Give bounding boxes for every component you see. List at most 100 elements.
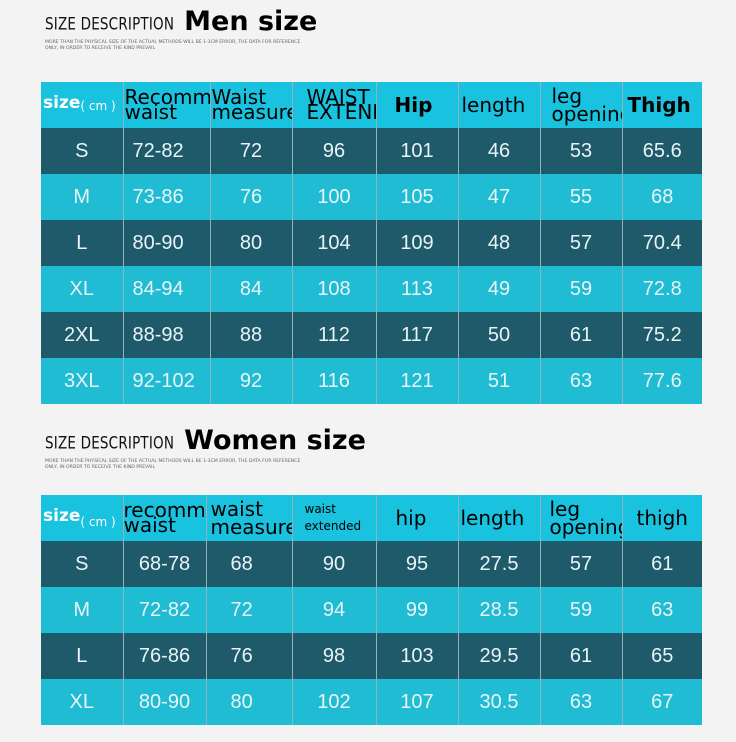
men-cell-recommended-waist: 80-90 — [123, 220, 211, 266]
women-row-xl: XL 80-90 80 102 107 30.5 63 67 — [41, 679, 702, 725]
men-cell-recommended-waist: 84-94 — [123, 266, 211, 312]
men-cell-length: 48 — [458, 220, 541, 266]
men-cell-waist-measurement: 88 — [210, 312, 293, 358]
men-cell-waist-extended: 96 — [292, 128, 377, 174]
men-cell-waist-extended: 100 — [292, 174, 377, 220]
women-cell-recommended-waist: 68-78 — [123, 541, 207, 587]
women-cell-thigh: 67 — [622, 679, 702, 725]
women-cell-size: S — [41, 541, 124, 587]
men-header-leg-opening: leg opening — [540, 82, 623, 128]
women-cell-length: 30.5 — [458, 679, 541, 725]
women-cell-waist-measurement: 76 — [206, 633, 293, 679]
women-note: MORE THAN THE PHYSICAL SIZE OF THE ACTUA… — [45, 459, 301, 470]
women-cell-waist-extended: 98 — [292, 633, 377, 679]
women-header-length: length — [458, 495, 541, 541]
men-cell-recommended-waist: 88-98 — [123, 312, 211, 358]
men-cell-hip: 101 — [376, 128, 459, 174]
women-cell-size: M — [41, 587, 124, 633]
men-cell-leg-opening: 57 — [540, 220, 623, 266]
men-cell-recommended-waist: 73-86 — [123, 174, 211, 220]
women-cell-waist-extended: 90 — [292, 541, 377, 587]
men-cell-thigh: 75.2 — [622, 312, 702, 358]
women-header-size: size( cm ) — [41, 495, 124, 541]
women-cell-waist-measurement: 72 — [206, 587, 293, 633]
women-header-thigh: thigh — [622, 495, 702, 541]
women-cell-leg-opening: 63 — [540, 679, 623, 725]
men-cell-waist-extended: 116 — [292, 358, 377, 404]
men-cell-waist-extended: 104 — [292, 220, 377, 266]
men-cell-waist-extended: 112 — [292, 312, 377, 358]
men-cell-size: XL — [41, 266, 124, 312]
men-cell-leg-opening: 55 — [540, 174, 623, 220]
men-cell-thigh: 65.6 — [622, 128, 702, 174]
women-row-m: M 72-82 72 94 99 28.5 59 63 — [41, 587, 702, 633]
women-row-s: S 68-78 68 90 95 27.5 57 61 — [41, 541, 702, 587]
men-header-size: size( cm ) — [41, 82, 124, 128]
men-cell-hip: 117 — [376, 312, 459, 358]
women-header-waist-measurement: waist measurement — [206, 495, 293, 541]
men-row-m: M 73-86 76 100 105 47 55 68 — [41, 174, 702, 220]
men-cell-recommended-waist: 92-102 — [123, 358, 211, 404]
men-cell-hip: 113 — [376, 266, 459, 312]
women-cell-thigh: 63 — [622, 587, 702, 633]
men-cell-leg-opening: 63 — [540, 358, 623, 404]
men-note: MORE THAN THE PHYSICAL SIZE OF THE ACTUA… — [45, 40, 301, 51]
men-header-waist-measurement: Waist measurement — [210, 82, 293, 128]
women-header-hip: hip — [376, 495, 459, 541]
men-row-3xl: 3XL 92-102 92 116 121 51 63 77.6 — [41, 358, 702, 404]
women-header-recommended-waist: recommended waist — [123, 495, 207, 541]
men-cell-waist-measurement: 80 — [210, 220, 293, 266]
women-cell-waist-measurement: 80 — [206, 679, 293, 725]
men-cell-leg-opening: 61 — [540, 312, 623, 358]
men-cell-hip: 105 — [376, 174, 459, 220]
men-row-xl: XL 84-94 84 108 113 49 59 72.8 — [41, 266, 702, 312]
men-cell-length: 50 — [458, 312, 541, 358]
women-cell-thigh: 61 — [622, 541, 702, 587]
men-header-hip: Hip — [376, 82, 459, 128]
women-header-waist-extended: waist extended — [292, 495, 377, 541]
men-cell-waist-measurement: 76 — [210, 174, 293, 220]
men-header-length: length — [458, 82, 541, 128]
women-cell-recommended-waist: 72-82 — [123, 587, 207, 633]
men-row-2xl: 2XL 88-98 88 112 117 50 61 75.2 — [41, 312, 702, 358]
men-cell-waist-measurement: 92 — [210, 358, 293, 404]
men-cell-thigh: 77.6 — [622, 358, 702, 404]
men-cell-length: 51 — [458, 358, 541, 404]
men-cell-size: L — [41, 220, 124, 266]
women-row-l: L 76-86 76 98 103 29.5 61 65 — [41, 633, 702, 679]
men-header-thigh: Thigh — [622, 82, 702, 128]
men-size-table: size( cm ) Recommended waist Waist measu… — [41, 82, 702, 404]
men-heading-title: Men size — [184, 6, 318, 37]
men-cell-size: 3XL — [41, 358, 124, 404]
men-header-recommended-waist: Recommended waist — [123, 82, 211, 128]
men-cell-hip: 109 — [376, 220, 459, 266]
women-cell-hip: 95 — [376, 541, 459, 587]
women-cell-waist-extended: 102 — [292, 679, 377, 725]
women-cell-recommended-waist: 76-86 — [123, 633, 207, 679]
men-cell-waist-extended: 108 — [292, 266, 377, 312]
women-cell-hip: 103 — [376, 633, 459, 679]
men-cell-length: 46 — [458, 128, 541, 174]
women-header-row: size( cm ) recommended waist waist measu… — [41, 495, 702, 541]
men-cell-size: S — [41, 128, 124, 174]
women-heading-title: Women size — [184, 425, 366, 456]
women-cell-length: 28.5 — [458, 587, 541, 633]
women-header-leg-opening: leg opening — [540, 495, 623, 541]
women-cell-leg-opening: 57 — [540, 541, 623, 587]
women-cell-leg-opening: 59 — [540, 587, 623, 633]
women-cell-leg-opening: 61 — [540, 633, 623, 679]
women-cell-size: L — [41, 633, 124, 679]
women-cell-length: 29.5 — [458, 633, 541, 679]
men-cell-waist-measurement: 84 — [210, 266, 293, 312]
men-cell-thigh: 70.4 — [622, 220, 702, 266]
men-cell-thigh: 68 — [622, 174, 702, 220]
women-cell-waist-extended: 94 — [292, 587, 377, 633]
women-cell-length: 27.5 — [458, 541, 541, 587]
women-cell-hip: 99 — [376, 587, 459, 633]
men-header-waist-extended: WAIST EXTENDED — [292, 82, 377, 128]
men-row-s: S 72-82 72 96 101 46 53 65.6 — [41, 128, 702, 174]
women-cell-size: XL — [41, 679, 124, 725]
men-cell-waist-measurement: 72 — [210, 128, 293, 174]
women-cell-thigh: 65 — [622, 633, 702, 679]
men-cell-length: 47 — [458, 174, 541, 220]
